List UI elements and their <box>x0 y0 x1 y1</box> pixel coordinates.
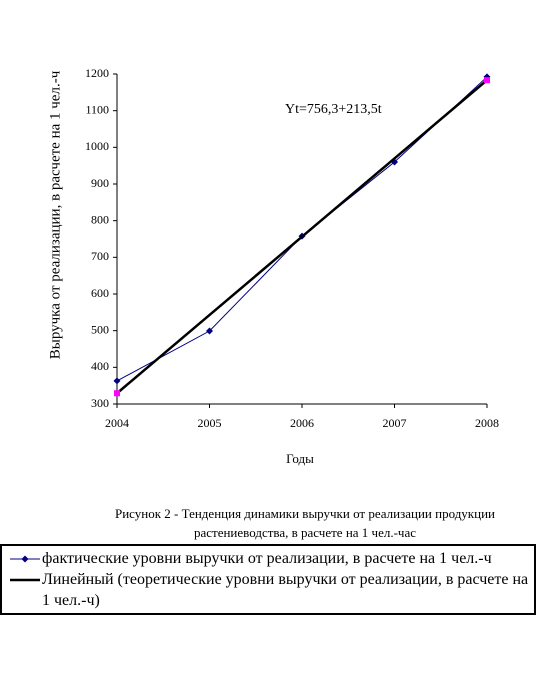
legend-label: фактические уровни выручки от реализации… <box>42 550 492 567</box>
legend-item: фактические уровни выручки от реализации… <box>2 548 534 569</box>
legend: фактические уровни выручки от реализации… <box>0 544 536 615</box>
chart: Yt=756,3+213,5t Годы Выручка от реализац… <box>47 66 499 466</box>
x-tick-label: 2004 <box>105 416 129 430</box>
legend-swatch <box>10 555 40 563</box>
x-axis-label: Годы <box>286 451 314 466</box>
y-tick-label: 400 <box>91 359 109 373</box>
x-tick-label: 2007 <box>383 416 407 430</box>
x-tick-label: 2006 <box>290 416 314 430</box>
marker <box>113 377 121 385</box>
marker <box>206 327 213 335</box>
legend-swatch <box>10 578 40 582</box>
marker <box>21 555 29 563</box>
series-line <box>116 79 488 395</box>
series-line <box>116 76 488 382</box>
marker <box>484 77 490 84</box>
y-tick-label: 600 <box>91 286 109 300</box>
y-axis-label: Выручка от реализации, в расчете на 1 че… <box>47 70 63 359</box>
y-tick-label: 900 <box>91 176 109 190</box>
marker <box>114 390 120 397</box>
legend-label: Линейный (теоретические уровни выручки о… <box>42 571 529 609</box>
y-tick-label: 1200 <box>85 66 109 80</box>
y-tick-label: 800 <box>91 212 109 226</box>
y-tick-label: 300 <box>91 396 109 410</box>
caption: Рисунок 2 - Тенденция динамики выручки о… <box>115 506 495 540</box>
x-tick-label: 2008 <box>475 416 499 430</box>
annotation: Yt=756,3+213,5t <box>285 102 382 117</box>
y-tick-label: 500 <box>91 322 109 336</box>
y-tick-label: 1000 <box>85 139 109 153</box>
y-tick-label: 700 <box>91 249 109 263</box>
x-tick-label: 2005 <box>198 416 222 430</box>
legend-item: Линейный (теоретические уровни выручки о… <box>2 569 534 611</box>
y-tick-label: 1100 <box>85 102 109 116</box>
